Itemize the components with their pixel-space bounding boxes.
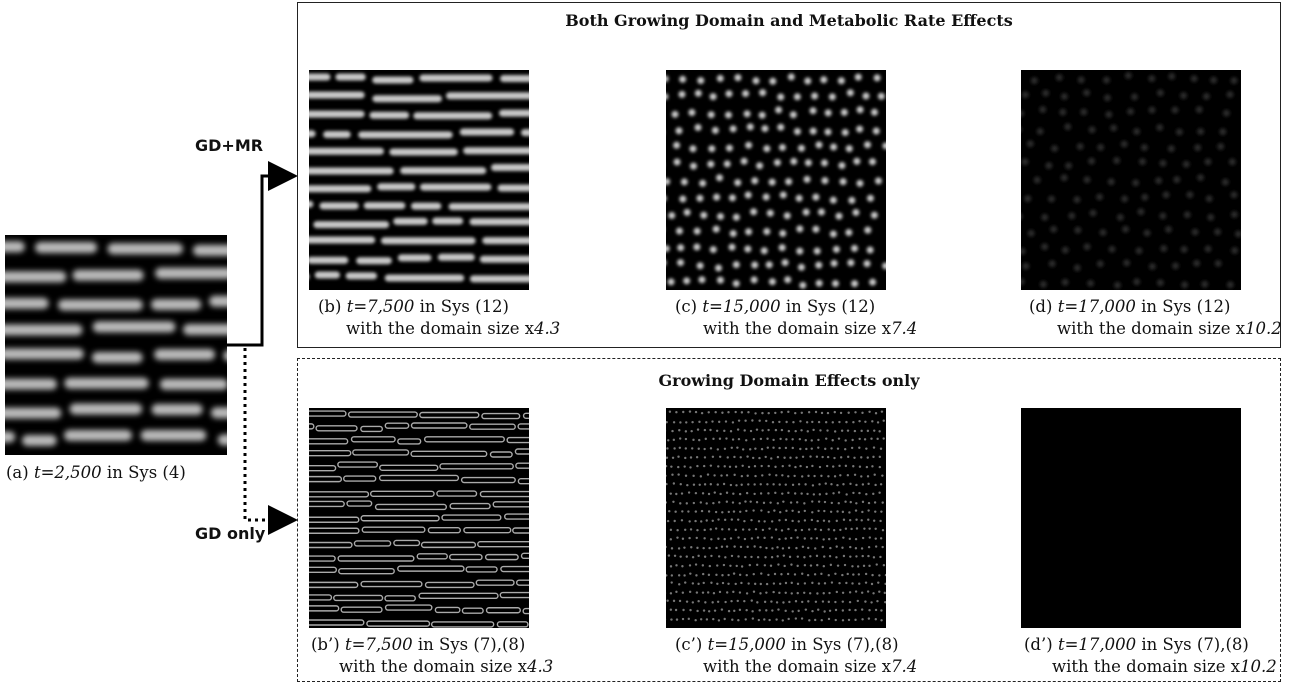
pattern-image <box>666 408 886 628</box>
caption-size-text: with the domain size x <box>1057 319 1246 338</box>
caption-system: in Sys (7),(8) <box>417 635 526 654</box>
caption-size: 4.3 <box>534 319 561 338</box>
pattern <box>309 408 529 628</box>
caption-label: (d) <box>1029 297 1053 316</box>
caption-line: with the domain size x10.2 <box>1029 318 1282 340</box>
caption-time: t=15,000 <box>702 297 781 316</box>
caption-size-text: with the domain size x <box>346 319 535 338</box>
caption-label: (c) <box>675 297 698 316</box>
arrow-label: GD+MR <box>195 136 264 155</box>
pattern-image <box>1021 70 1241 290</box>
caption-label: (a) <box>6 463 29 482</box>
group-title: Both Growing Domain and Metabolic Rate E… <box>565 11 1013 30</box>
caption-line: with the domain size x4.3 <box>318 318 560 340</box>
caption-line: (c) t=15,000 in Sys (12) <box>675 296 917 318</box>
caption-line: with the domain size x7.4 <box>675 318 917 340</box>
caption-line: with the domain size x10.2 <box>1024 656 1277 678</box>
caption-system: in Sys (4) <box>106 463 186 482</box>
arrow-gd-only <box>243 348 298 535</box>
caption-size: 10.2 <box>1245 319 1282 338</box>
caption-label: (c’) <box>675 635 703 654</box>
caption-size-text: with the domain size x <box>703 657 892 676</box>
caption-time: t=2,500 <box>33 463 102 482</box>
pattern-image <box>1021 408 1241 628</box>
pattern <box>1021 70 1241 290</box>
caption-label: (d’) <box>1024 635 1053 654</box>
caption-system: in Sys (7),(8) <box>1141 635 1249 654</box>
caption-system: in Sys (12) <box>785 297 876 316</box>
caption: (d’) t=17,000 in Sys (7),(8) with the dom… <box>1024 634 1277 678</box>
arrow-gd-mr <box>227 161 298 347</box>
caption-line: (d) t=17,000 in Sys (12) <box>1029 296 1282 318</box>
group-title: Growing Domain Effects only <box>658 371 920 390</box>
caption-time: t=15,000 <box>707 635 786 654</box>
caption-line: (c’) t=15,000 in Sys (7),(8) <box>675 634 917 656</box>
caption-size-text: with the domain size x <box>703 319 892 338</box>
pattern <box>309 70 529 290</box>
pattern-image <box>309 408 529 628</box>
group-box: Growing Domain Effects only <box>297 358 1281 682</box>
caption-line: (b) t=7,500 in Sys (12) <box>318 296 560 318</box>
caption-system: in Sys (7),(8) <box>791 635 899 654</box>
caption-line: with the domain size x4.3 <box>311 656 553 678</box>
caption-label: (b) <box>318 297 342 316</box>
arrow-label: GD only <box>195 524 266 543</box>
pattern <box>1021 408 1241 628</box>
pattern <box>666 408 886 628</box>
caption-system: in Sys (12) <box>1141 297 1231 316</box>
group-box: Both Growing Domain and Metabolic Rate E… <box>297 2 1281 348</box>
caption-size: 4.3 <box>527 657 554 676</box>
pattern-image <box>666 70 886 290</box>
caption-time: t=17,000 <box>1057 297 1136 316</box>
caption-size-text: with the domain size x <box>339 657 528 676</box>
caption-size-text: with the domain size x <box>1052 657 1241 676</box>
pattern-image <box>5 235 227 455</box>
caption-system: in Sys (12) <box>419 297 509 316</box>
caption: (b) t=7,500 in Sys (12) with the domain s… <box>318 296 560 340</box>
caption: (c) t=15,000 in Sys (12) with the domain … <box>675 296 917 340</box>
caption-time: t=7,500 <box>344 635 413 654</box>
caption-time: t=17,000 <box>1057 635 1137 654</box>
caption-size: 7.4 <box>891 319 918 338</box>
caption: (a) t=2,500 in Sys (4) <box>6 462 186 484</box>
caption-line: (b’) t=7,500 in Sys (7),(8) <box>311 634 553 656</box>
caption-line: (d’) t=17,000 in Sys (7),(8) <box>1024 634 1277 656</box>
pattern <box>666 70 886 290</box>
caption: (d) t=17,000 in Sys (12) with the domain … <box>1029 296 1282 340</box>
caption: (c’) t=15,000 in Sys (7),(8) with the dom… <box>675 634 917 678</box>
caption-size: 10.2 <box>1240 657 1277 676</box>
caption-label: (b’) <box>311 635 340 654</box>
caption-line: with the domain size x7.4 <box>675 656 917 678</box>
caption-time: t=7,500 <box>346 297 415 316</box>
caption-size: 7.4 <box>891 657 918 676</box>
pattern-image <box>309 70 529 290</box>
pattern <box>5 235 227 455</box>
caption: (b’) t=7,500 in Sys (7),(8) with the doma… <box>311 634 553 678</box>
